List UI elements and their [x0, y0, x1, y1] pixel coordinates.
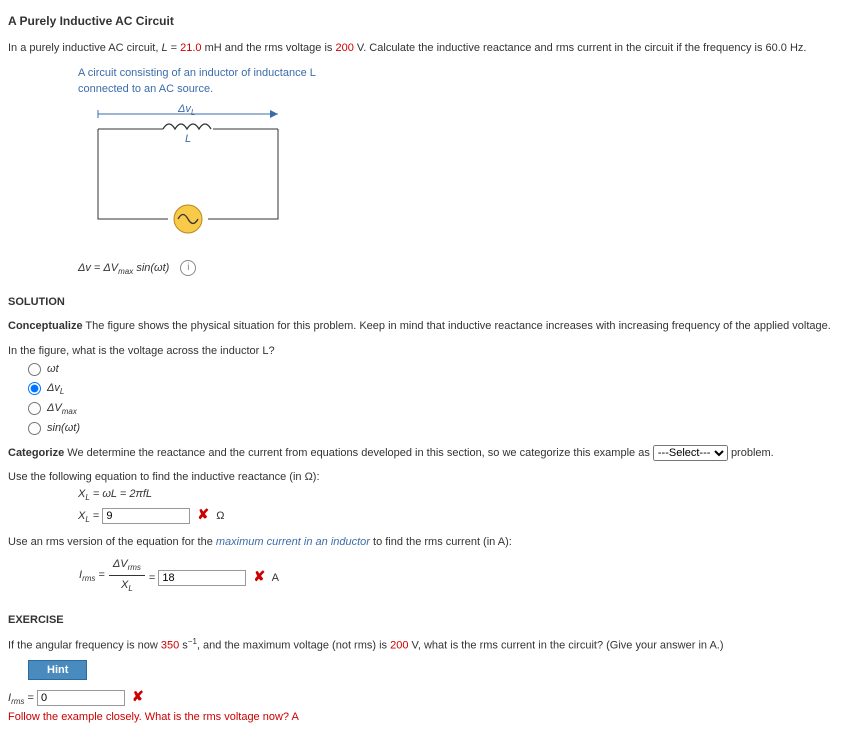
- wrong-icon: ✘: [249, 568, 269, 584]
- reactance-input[interactable]: [102, 508, 190, 524]
- value-L: 21.0: [180, 42, 201, 54]
- svg-text:L: L: [185, 133, 191, 145]
- unit-ohm: Ω: [216, 510, 224, 522]
- categorize-text: Categorize We determine the reactance an…: [8, 445, 847, 462]
- text: V. Calculate the inductive reactance and…: [354, 42, 807, 54]
- problem-statement: In a purely inductive AC circuit, L = 21…: [8, 40, 847, 57]
- option-sinwt: sin(ωt): [47, 420, 80, 437]
- reactance-prompt: Use the following equation to find the i…: [8, 469, 847, 486]
- info-icon[interactable]: i: [180, 260, 196, 276]
- rms-input[interactable]: [158, 570, 246, 586]
- text: In a purely inductive AC circuit,: [8, 42, 161, 54]
- rms-equation: Irms = ΔVrms = ✘ A XL: [78, 556, 280, 595]
- hint-button[interactable]: Hint: [28, 660, 87, 680]
- text: =: [168, 42, 181, 54]
- circuit-diagram: ΔvL L: [78, 104, 308, 254]
- wrong-icon: ✘: [128, 688, 148, 704]
- option-wt: ωt: [47, 361, 59, 378]
- wrong-icon: ✘: [193, 506, 213, 522]
- radio-dVmax[interactable]: [28, 402, 41, 415]
- option-dVmax: ΔVmax: [47, 400, 77, 418]
- categorize-select[interactable]: ---Select---: [653, 445, 728, 461]
- option-dvL: ΔvL: [47, 380, 64, 398]
- reactance-eq1: XL = ωL = 2πfL: [78, 486, 847, 504]
- solution-heading: SOLUTION: [8, 294, 847, 311]
- exercise-input[interactable]: [37, 690, 125, 706]
- radio-wt[interactable]: [28, 363, 41, 376]
- page-title: A Purely Inductive AC Circuit: [8, 12, 847, 30]
- unit-A: A: [272, 572, 279, 584]
- reactance-eq2: XL = ✘ Ω: [78, 504, 847, 526]
- text: mH and the rms voltage is: [202, 42, 336, 54]
- svg-text:ΔvL: ΔvL: [177, 104, 195, 117]
- figure-caption: A circuit consisting of an inductor of i…: [78, 65, 338, 98]
- question-voltage: In the figure, what is the voltage acros…: [8, 343, 847, 360]
- value-V: 200: [335, 42, 353, 54]
- feedback-text: Follow the example closely. What is the …: [8, 709, 847, 726]
- rms-prompt: Use an rms version of the equation for t…: [8, 534, 847, 551]
- exercise-answer: Irms = ✘: [8, 686, 847, 708]
- exercise-text: If the angular frequency is now 350 s−1,…: [8, 636, 847, 654]
- radio-dvL[interactable]: [28, 382, 41, 395]
- exercise-heading: EXERCISE: [8, 612, 847, 629]
- source-equation: Δv = ΔVmax sin(ωt): [78, 262, 169, 274]
- radio-sinwt[interactable]: [28, 422, 41, 435]
- conceptualize-text: Conceptualize The figure shows the physi…: [8, 318, 847, 335]
